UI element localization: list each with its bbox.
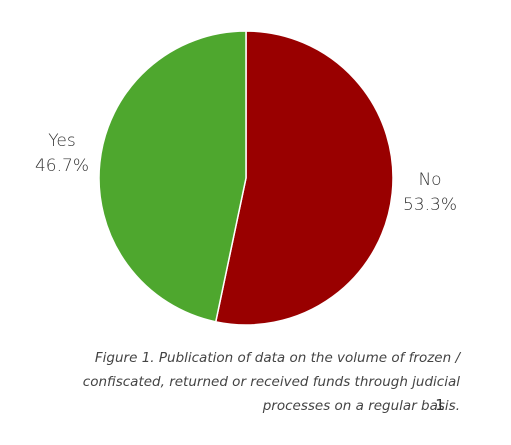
caption-line: processes on a regular basis. — [262, 398, 460, 414]
pie-slice — [98, 30, 247, 323]
slice-value-label: 53.3% — [403, 195, 457, 215]
slice-label: No — [418, 170, 441, 190]
slice-value-label: 46.7% — [35, 156, 89, 176]
caption-line: confiscated, returned or received funds … — [83, 374, 460, 390]
page-number: 1 — [435, 396, 445, 414]
slice-label: Yes — [48, 131, 75, 151]
pie-slice — [214, 30, 394, 326]
caption-line: Figure 1. Publication of data on the vol… — [95, 350, 462, 366]
